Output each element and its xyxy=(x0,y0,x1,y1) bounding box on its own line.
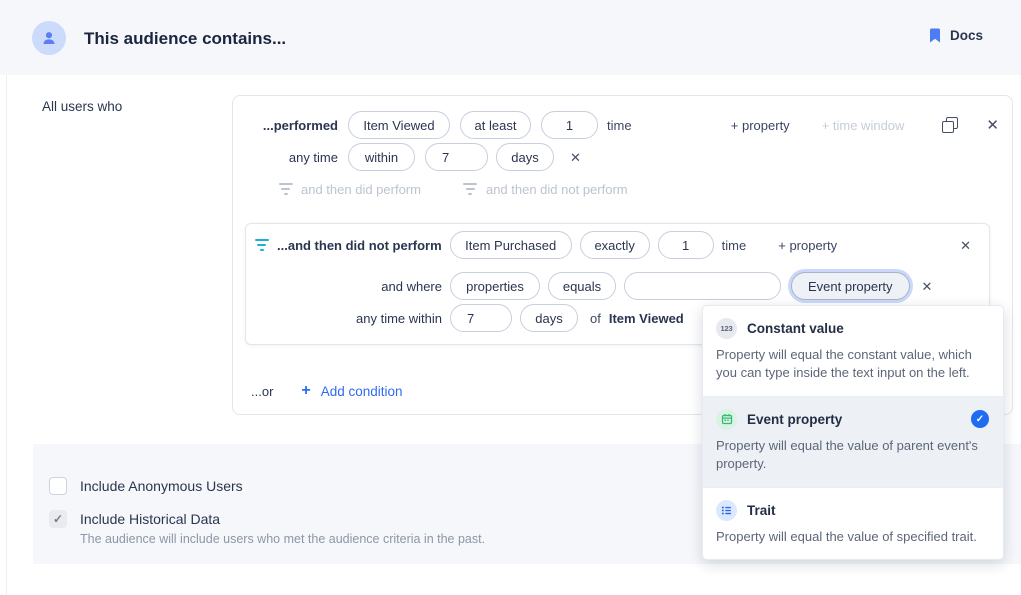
of-event-label: Item Viewed xyxy=(608,310,684,326)
selected-check-icon: ✓ xyxy=(971,410,989,429)
value-type-button[interactable]: Event property xyxy=(791,272,910,300)
anonymous-users-label: Include Anonymous Users xyxy=(80,478,243,494)
plus-icon: + xyxy=(301,382,311,399)
nested-label: ...and then did not perform xyxy=(277,237,442,253)
time-operator-select[interactable]: within xyxy=(348,143,415,171)
docs-link[interactable]: Docs xyxy=(929,28,983,43)
historical-data-checkbox[interactable]: ✓ xyxy=(49,510,67,528)
docs-label: Docs xyxy=(949,28,983,43)
or-row: ...or + Add condition xyxy=(251,381,403,401)
anonymous-users-row: Include Anonymous Users xyxy=(49,477,243,495)
nested-event-select[interactable]: Item Purchased xyxy=(449,231,572,259)
did-perform-label: and then did perform xyxy=(301,181,421,197)
close-time-filter-icon[interactable]: ✕ xyxy=(570,149,581,165)
123-icon: 123 xyxy=(716,318,737,339)
nested-performed-row: ...and then did not perform Item Purchas… xyxy=(254,231,971,259)
historical-data-label: Include Historical Data xyxy=(80,511,221,527)
nested-condition-card: ...and then did not perform Item Purchas… xyxy=(245,223,990,345)
header: This audience contains... Docs xyxy=(0,0,1021,75)
list-icon xyxy=(716,499,737,521)
time-filter-row: any time within days ✕ xyxy=(233,143,999,171)
performed-row: ...performed Item Viewed at least time +… xyxy=(233,111,999,139)
nested-count-suffix: time xyxy=(721,237,747,253)
historical-data-row: ✓ Include Historical Data xyxy=(49,510,220,528)
operator-select[interactable]: at least xyxy=(460,111,531,139)
option-description: Property will equal the value of parent … xyxy=(716,437,978,472)
event-select[interactable]: Item Viewed xyxy=(348,111,450,139)
count-suffix: time xyxy=(607,117,632,133)
add-condition-button[interactable]: + Add condition xyxy=(301,383,402,399)
time-value-input[interactable] xyxy=(425,143,488,171)
and-then-did-not-perform-link[interactable]: and then did not perform xyxy=(463,182,628,197)
option-title: Event property xyxy=(747,411,843,427)
option-description: Property will equal the constant value, … xyxy=(716,347,972,381)
where-label: and where xyxy=(381,278,442,294)
nested-add-property-button[interactable]: + property xyxy=(778,237,838,253)
where-value-input[interactable] xyxy=(624,272,781,300)
window-unit-select[interactable]: days xyxy=(520,304,578,332)
add-time-window-button[interactable]: + time window xyxy=(821,117,905,133)
option-event-property[interactable]: Event property ✓ Property will equal the… xyxy=(703,396,1003,488)
add-condition-label: Add condition xyxy=(320,383,403,399)
window-value-input[interactable] xyxy=(450,304,512,332)
calendar-icon xyxy=(716,408,737,430)
avatar xyxy=(32,21,66,55)
page-title: This audience contains... xyxy=(84,29,287,48)
nested-operator-select[interactable]: exactly xyxy=(579,231,650,259)
nested-window-row: any time within days of Item Viewed xyxy=(254,304,971,332)
sequence-links-row: and then did perform and then did not pe… xyxy=(278,179,999,199)
bookmark-icon xyxy=(929,28,940,43)
nested-count-input[interactable] xyxy=(657,231,714,259)
option-title: Constant value xyxy=(747,321,844,336)
duplicate-icon[interactable] xyxy=(942,117,959,133)
time-unit-select[interactable]: days xyxy=(496,143,554,171)
of-label: of xyxy=(590,310,601,326)
option-constant-value[interactable]: 123 Constant value Property will equal t… xyxy=(703,306,1003,397)
count-input[interactable] xyxy=(541,111,598,139)
close-nested-condition-icon[interactable]: ✕ xyxy=(960,237,971,253)
and-then-did-perform-link[interactable]: and then did perform xyxy=(278,182,421,197)
close-where-icon[interactable]: ✕ xyxy=(921,278,933,294)
filter-icon xyxy=(278,183,293,195)
value-type-dropdown: 123 Constant value Property will equal t… xyxy=(702,305,1004,561)
where-operator-select[interactable]: equals xyxy=(548,272,616,300)
person-icon xyxy=(43,32,55,44)
anonymous-users-checkbox[interactable] xyxy=(49,477,67,495)
did-not-perform-label: and then did not perform xyxy=(485,181,628,197)
active-filter-icon xyxy=(254,239,269,251)
left-divider xyxy=(6,75,7,595)
time-filter-label: any time xyxy=(288,149,338,165)
all-users-label: All users who xyxy=(42,99,123,114)
close-condition-icon[interactable]: ✕ xyxy=(986,116,999,134)
condition-card: ...performed Item Viewed at least time +… xyxy=(232,95,1013,415)
where-row: and where properties equals Event proper… xyxy=(254,272,971,300)
add-property-button[interactable]: + property xyxy=(730,117,790,133)
historical-data-description: The audience will include users who met … xyxy=(80,532,486,546)
option-description: Property will equal the value of specifi… xyxy=(716,528,977,544)
property-select[interactable]: properties xyxy=(450,272,540,300)
or-label: ...or xyxy=(251,383,274,399)
window-label: any time within xyxy=(356,310,442,326)
filter-icon xyxy=(463,183,478,195)
option-trait[interactable]: Trait Property will equal the value of s… xyxy=(703,488,1003,559)
option-title: Trait xyxy=(747,502,776,518)
performed-label: ...performed xyxy=(262,117,338,133)
